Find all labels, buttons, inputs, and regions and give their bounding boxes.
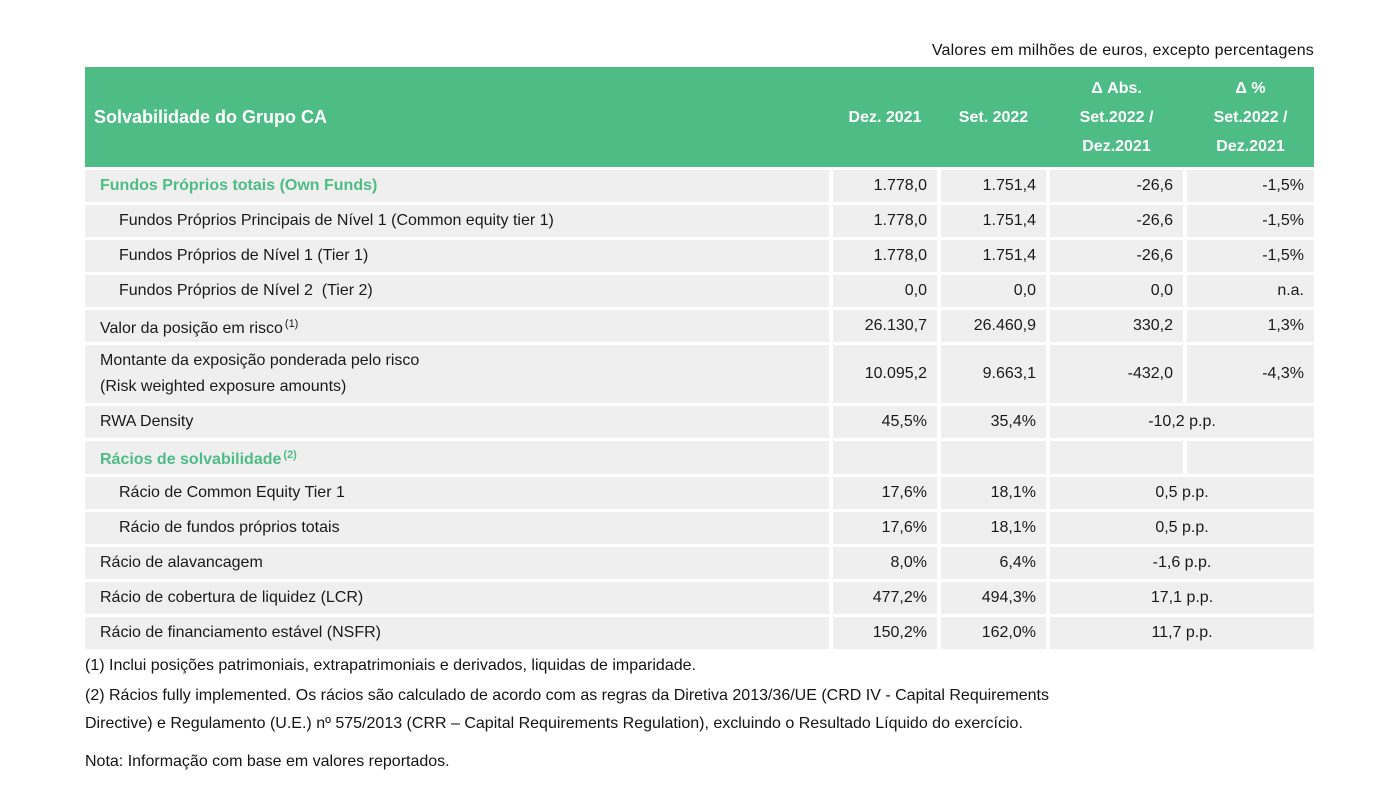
row-label: Rácios de solvabilidade (2) xyxy=(85,441,829,474)
table-row: Fundos Próprios de Nível 1 (Tier 1) 1.778… xyxy=(85,240,1314,272)
row-value: -1,5% xyxy=(1187,240,1314,272)
footnotes: (1) Inclui posições patrimoniais, extrap… xyxy=(85,652,1317,776)
row-label: Rácio de fundos próprios totais xyxy=(85,512,829,544)
column-header-dez-2021: Dez. 2021 xyxy=(848,108,922,126)
table-header: Solvabilidade do Grupo CA Dez. 2021 Set.… xyxy=(85,67,1314,167)
row-label: Fundos Próprios Principais de Nível 1 (C… xyxy=(85,205,829,237)
row-value: 1.751,4 xyxy=(941,170,1046,202)
row-value: 9.663,1 xyxy=(941,345,1046,403)
row-value: 11,7 p.p. xyxy=(1050,617,1314,649)
footnote-ref: (1) xyxy=(284,317,299,330)
row-value: 6,4% xyxy=(941,547,1046,579)
row-value: 1.778,0 xyxy=(833,170,937,202)
row-value: 10.095,2 xyxy=(833,345,937,403)
row-value: 0,0 xyxy=(941,275,1046,307)
units-note: Valores em milhões de euros, excepto per… xyxy=(931,42,1314,59)
row-value xyxy=(941,441,1046,474)
footnote-ref: (2) xyxy=(283,449,297,461)
row-value: 1.778,0 xyxy=(833,240,937,272)
row-value: -1,5% xyxy=(1187,205,1314,237)
row-label: Rácio de alavancagem xyxy=(85,547,829,579)
row-value: 1,3% xyxy=(1187,310,1314,342)
row-value: 35,4% xyxy=(941,406,1046,438)
row-value: -26,6 xyxy=(1050,205,1183,237)
row-value: 1.751,4 xyxy=(941,205,1046,237)
table-row: Valor da posição em risco (1) 26.130,7 26.4… xyxy=(85,310,1314,342)
row-value: 26.130,7 xyxy=(833,310,937,342)
row-label: Fundos Próprios totais (Own Funds) xyxy=(85,170,829,202)
row-value: 0,0 xyxy=(833,275,937,307)
table-row: RWA Density 45,5% 35,4% -10,2 p.p. xyxy=(85,406,1314,438)
row-label: Rácio de cobertura de liquidez (LCR) xyxy=(85,582,829,614)
row-value: 17,6% xyxy=(833,512,937,544)
row-value: 162,0% xyxy=(941,617,1046,649)
row-value: -26,6 xyxy=(1050,240,1183,272)
row-value: 0,0 xyxy=(1050,275,1183,307)
row-label: Rácio de financiamento estável (NSFR) xyxy=(85,617,829,649)
row-value: 17,1 p.p. xyxy=(1050,582,1314,614)
row-value: -4,3% xyxy=(1187,345,1314,403)
row-value xyxy=(1050,441,1183,474)
table-row: Rácios de solvabilidade (2) xyxy=(85,441,1314,474)
table-row: Rácio de alavancagem 8,0% 6,4% -1,6 p.p. xyxy=(85,547,1314,579)
row-value: n.a. xyxy=(1187,275,1314,307)
table-row: Rácio de financiamento estável (NSFR) 150… xyxy=(85,617,1314,649)
table-rows: Fundos Próprios totais (Own Funds) 1.778,… xyxy=(85,170,1314,649)
table-row: Rácio de cobertura de liquidez (LCR) 477,… xyxy=(85,582,1314,614)
row-label: Fundos Próprios de Nível 2 (Tier 2) xyxy=(85,275,829,307)
row-value: 494,3% xyxy=(941,582,1046,614)
footnote-2-line-1: (2) Rácios fully implemented. Os rácios … xyxy=(85,687,1049,704)
row-label: Rácio de Common Equity Tier 1 xyxy=(85,477,829,509)
row-value: 477,2% xyxy=(833,582,937,614)
solvency-table: Solvabilidade do Grupo CA Dez. 2021 Set.… xyxy=(85,67,1314,652)
row-value: -26,6 xyxy=(1050,170,1183,202)
row-label: Montante da exposição ponderada pelo ris… xyxy=(85,345,829,403)
row-value: 1.778,0 xyxy=(833,205,937,237)
table-title: Solvabilidade do Grupo CA xyxy=(94,106,328,127)
row-sublabel: (Risk weighted exposure amounts) xyxy=(100,378,347,395)
row-label: Fundos Próprios de Nível 1 (Tier 1) xyxy=(85,240,829,272)
row-value: 0,5 p.p. xyxy=(1050,477,1314,509)
row-value: 1.751,4 xyxy=(941,240,1046,272)
row-value: 150,2% xyxy=(833,617,937,649)
row-label: RWA Density xyxy=(85,406,829,438)
table-row: Fundos Próprios totais (Own Funds) 1.778,… xyxy=(85,170,1314,202)
table-row: Fundos Próprios Principais de Nível 1 (C… xyxy=(85,205,1314,237)
table-row: Fundos Próprios de Nível 2 (Tier 2) 0,0 0,… xyxy=(85,275,1314,307)
table-row: Rácio de fundos próprios totais 17,6% 18,1… xyxy=(85,512,1314,544)
footnote-nota: Nota: Informação com base em valores rep… xyxy=(85,753,450,770)
column-header-delta-abs: Δ Abs. Set.2022 / Dez.2021 xyxy=(1079,79,1154,155)
row-value: 18,1% xyxy=(941,512,1046,544)
row-value xyxy=(1187,441,1314,474)
table-row: Rácio de Common Equity Tier 1 17,6% 18,1% 0… xyxy=(85,477,1314,509)
footnote-1: (1) Inclui posições patrimoniais, extrap… xyxy=(85,657,696,674)
row-value: 8,0% xyxy=(833,547,937,579)
row-value: -1,5% xyxy=(1187,170,1314,202)
row-value xyxy=(833,441,937,474)
row-value: 0,5 p.p. xyxy=(1050,512,1314,544)
row-value: -10,2 p.p. xyxy=(1050,406,1314,438)
row-label: Valor da posição em risco (1) xyxy=(85,310,829,342)
row-value: 26.460,9 xyxy=(941,310,1046,342)
row-value: -1,6 p.p. xyxy=(1050,547,1314,579)
footnote-2-line-2: Directive) e Regulamento (U.E.) nº 575/2… xyxy=(85,715,1023,732)
row-value: 17,6% xyxy=(833,477,937,509)
row-value: 330,2 xyxy=(1050,310,1183,342)
row-value: 18,1% xyxy=(941,477,1046,509)
column-header-delta-pct: Δ % Set.2022 / Dez.2021 xyxy=(1213,79,1288,155)
table-row: Montante da exposição ponderada pelo ris… xyxy=(85,345,1314,403)
column-header-set-2022: Set. 2022 xyxy=(958,108,1029,126)
row-value: -432,0 xyxy=(1050,345,1183,403)
row-value: 45,5% xyxy=(833,406,937,438)
